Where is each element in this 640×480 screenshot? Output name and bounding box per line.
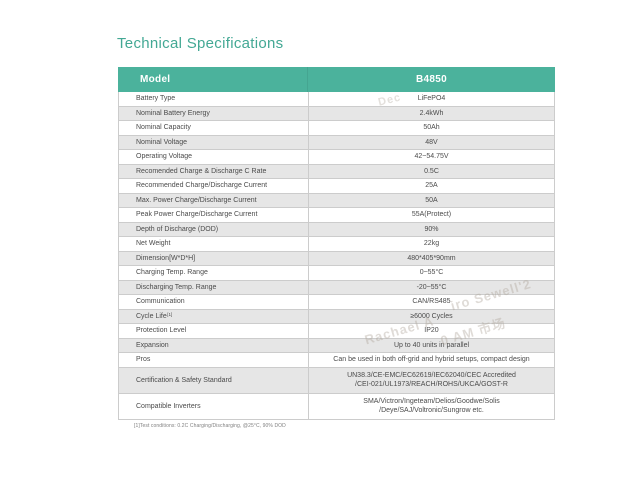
spec-label: Nominal Battery Energy bbox=[119, 106, 309, 120]
spec-label: Battery Type bbox=[119, 92, 309, 106]
spec-value: 50Ah bbox=[423, 124, 440, 132]
spec-label: Communication bbox=[119, 295, 309, 309]
footnote: [1]Test conditions: 0.2C Charging/Discha… bbox=[134, 423, 286, 429]
table-body: Battery Type LiFePO4 Nominal Battery Ene… bbox=[118, 92, 555, 420]
spec-value: LiFePO4 bbox=[417, 95, 446, 103]
spec-label-text: Charging Temp. Range bbox=[136, 269, 208, 277]
table-row: Net Weight 22kg bbox=[119, 237, 554, 252]
spec-label: Depth of Discharge (DOD) bbox=[119, 222, 309, 236]
model-header-cell: Model bbox=[118, 67, 308, 92]
spec-value: SMA/Victron/Ingeteam/Delios/Goodwe/Solis… bbox=[363, 398, 500, 414]
spec-label-text: Battery Type bbox=[136, 95, 176, 103]
spec-label: Compatible Inverters bbox=[119, 393, 309, 419]
spec-label-text: Nominal Battery Energy bbox=[136, 109, 210, 117]
spec-value: 48V bbox=[425, 138, 438, 146]
spec-label: Nominal Voltage bbox=[119, 135, 309, 149]
spec-label-text: Protection Level bbox=[136, 327, 187, 335]
table-row: Operating Voltage 42~54.75V bbox=[119, 150, 554, 165]
spec-label-text: Net Weight bbox=[136, 240, 171, 248]
spec-value: 0~55°C bbox=[419, 269, 444, 277]
spec-label: Protection Level bbox=[119, 324, 309, 338]
model-value-cell: B4850 bbox=[416, 74, 447, 85]
spec-value: 22kg bbox=[423, 240, 440, 248]
spec-value: 90% bbox=[424, 225, 439, 233]
spec-label-text: Peak Power Charge/Discharge Current bbox=[136, 211, 258, 219]
table-row: Protection Level IP20 bbox=[119, 324, 554, 339]
table-row: Recommended Charge/Discharge Current 25A bbox=[119, 179, 554, 194]
spec-label-text: Nominal Capacity bbox=[136, 124, 191, 132]
spec-value: Up to 40 units in parallel bbox=[393, 341, 470, 349]
spec-value: 25A bbox=[425, 182, 438, 190]
table-row: Nominal Battery Energy 2.4kWh bbox=[119, 106, 554, 121]
table-row: Recomended Charge & Discharge C Rate 0.5… bbox=[119, 164, 554, 179]
spec-label: Expansion bbox=[119, 338, 309, 352]
spec-label-text: Cycle Life bbox=[136, 312, 167, 320]
spec-value: 2.4kWh bbox=[419, 109, 444, 117]
table-row: Certification & Safety Standard UN38.3/C… bbox=[119, 367, 554, 394]
table-row: Cycle Life [1] ≥6000 Cycles bbox=[119, 309, 554, 324]
spec-label: Dimension[W*D*H] bbox=[119, 251, 309, 265]
spec-label: Certification & Safety Standard bbox=[119, 367, 309, 393]
table-row: Expansion Up to 40 units in parallel bbox=[119, 338, 554, 353]
spec-value: IP20 bbox=[424, 327, 439, 335]
spec-value: 480*405*90mm bbox=[407, 254, 456, 262]
spec-label-text: Max. Power Charge/Discharge Current bbox=[136, 196, 257, 204]
table-row: Charging Temp. Range 0~55°C bbox=[119, 266, 554, 281]
spec-label: Nominal Capacity bbox=[119, 121, 309, 135]
spec-label-text: Certification & Safety Standard bbox=[136, 376, 232, 384]
spec-label-text: Expansion bbox=[136, 341, 169, 349]
spec-label: Recomended Charge & Discharge C Rate bbox=[119, 164, 309, 178]
table-row: Pros Can be used in both off-grid and hy… bbox=[119, 353, 554, 368]
spec-label: Peak Power Charge/Discharge Current bbox=[119, 208, 309, 222]
spec-label: Pros bbox=[119, 353, 309, 367]
spec-label: Max. Power Charge/Discharge Current bbox=[119, 193, 309, 207]
table-row: Peak Power Charge/Discharge Current 55A(… bbox=[119, 208, 554, 223]
spec-label: Charging Temp. Range bbox=[119, 266, 309, 280]
spec-value: CAN/RS485 bbox=[412, 298, 451, 306]
table-row: Communication CAN/RS485 bbox=[119, 295, 554, 310]
spec-value: 0.5C bbox=[424, 167, 439, 175]
spec-value: 42~54.75V bbox=[414, 153, 449, 161]
table-row: Compatible Inverters SMA/Victron/Ingetea… bbox=[119, 393, 554, 420]
table-row: Nominal Capacity 50Ah bbox=[119, 121, 554, 136]
spec-label: Operating Voltage bbox=[119, 150, 309, 164]
spec-value: ≥6000 Cycles bbox=[410, 312, 453, 320]
table-header-row: Model B4850 bbox=[118, 67, 555, 92]
table-row: Nominal Voltage 48V bbox=[119, 135, 554, 150]
spec-label-text: Discharging Temp. Range bbox=[136, 283, 217, 291]
table-row: Discharging Temp. Range -20~55°C bbox=[119, 280, 554, 295]
spec-label: Net Weight bbox=[119, 237, 309, 251]
spec-value: Can be used in both off-grid and hybrid … bbox=[333, 356, 530, 364]
table-row: Dimension[W*D*H] 480*405*90mm bbox=[119, 251, 554, 266]
spec-label-text: Dimension[W*D*H] bbox=[136, 254, 196, 262]
spec-label: Recommended Charge/Discharge Current bbox=[119, 179, 309, 193]
table-row: Depth of Discharge (DOD) 90% bbox=[119, 222, 554, 237]
table-row: Max. Power Charge/Discharge Current 50A bbox=[119, 193, 554, 208]
spec-label: Discharging Temp. Range bbox=[119, 280, 309, 294]
spec-label-text: Recommended Charge/Discharge Current bbox=[136, 182, 268, 190]
page-title: Technical Specifications bbox=[117, 35, 284, 52]
spec-value: 50A bbox=[425, 196, 438, 204]
spec-label-superscript: [1] bbox=[167, 311, 173, 317]
spec-label-text: Recomended Charge & Discharge C Rate bbox=[136, 167, 267, 175]
spec-label-text: Communication bbox=[136, 298, 185, 306]
spec-label-text: Depth of Discharge (DOD) bbox=[136, 225, 219, 233]
spec-value: UN38.3/CE-EMC/EC62619/IEC62040/CEC Accre… bbox=[347, 372, 516, 388]
spec-value: -20~55°C bbox=[416, 283, 447, 291]
spec-label: Cycle Life [1] bbox=[119, 309, 309, 323]
spec-label-text: Pros bbox=[136, 356, 151, 364]
table-row: Battery Type LiFePO4 bbox=[119, 92, 554, 107]
spec-label-text: Operating Voltage bbox=[136, 153, 193, 161]
spec-value: 55A(Protect) bbox=[411, 211, 452, 219]
spec-label-text: Nominal Voltage bbox=[136, 138, 187, 146]
spec-table: Model B4850 Battery Type LiFePO4 Nominal… bbox=[118, 67, 555, 420]
spec-label-text: Compatible Inverters bbox=[136, 402, 201, 410]
